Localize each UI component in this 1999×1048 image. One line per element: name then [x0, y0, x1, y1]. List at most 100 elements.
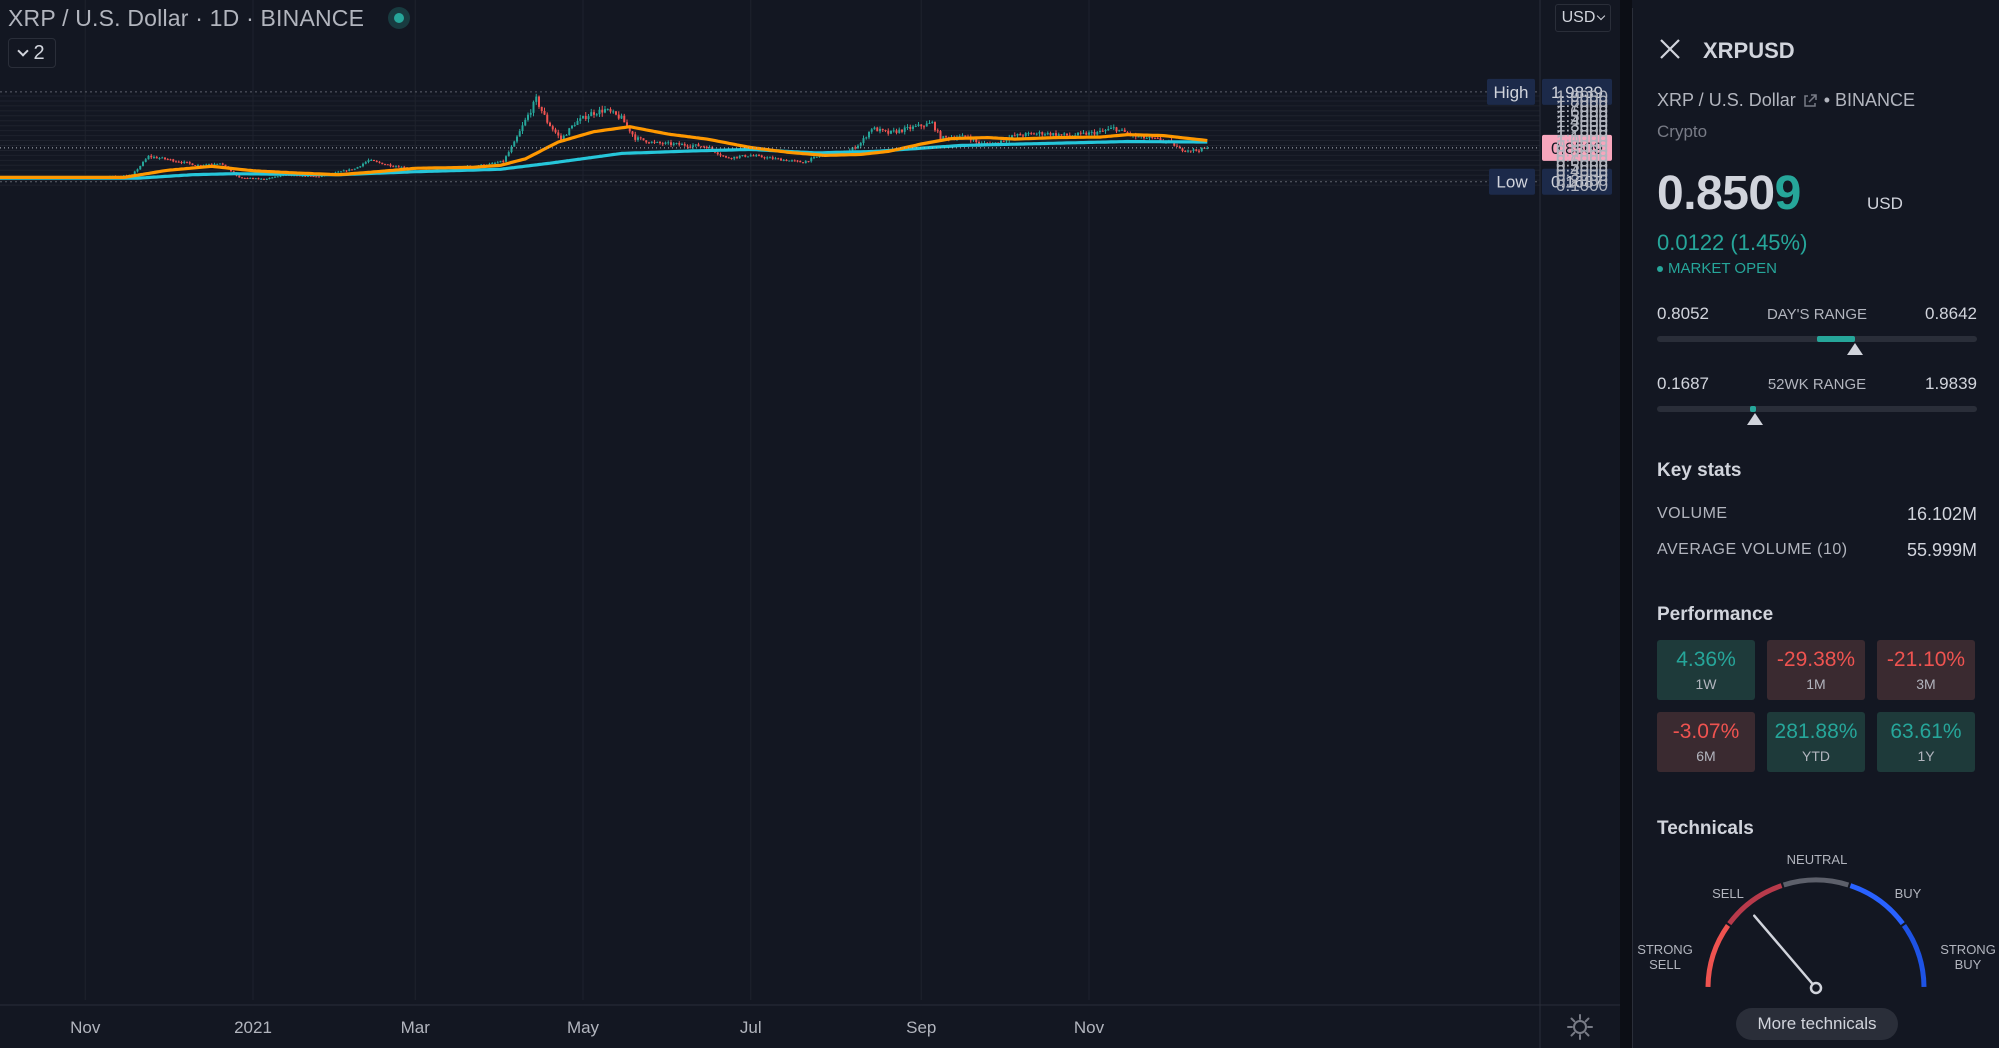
candle-body: [700, 146, 703, 148]
candle-body: [590, 112, 593, 117]
candle-body: [359, 166, 362, 168]
candle-body: [1052, 133, 1055, 136]
perf-cell-1m[interactable]: -29.38% 1M: [1767, 640, 1865, 700]
candle-body: [342, 170, 345, 172]
candle-body: [1137, 136, 1140, 138]
candle-body: [777, 158, 780, 160]
candle-body: [785, 159, 788, 161]
candle-body: [675, 143, 678, 145]
candle-body: [312, 176, 315, 178]
candle-body: [744, 155, 747, 157]
candle-body: [1121, 129, 1123, 131]
symbol-description: XRP / U.S. Dollar • BINANCE: [1657, 90, 1915, 111]
gauge-segment: [1782, 877, 1850, 888]
indicators-toggle-button[interactable]: 2: [8, 38, 56, 68]
candle-body: [1151, 136, 1154, 138]
candle-body: [694, 144, 697, 146]
candle-body: [279, 175, 282, 177]
candle-body: [609, 109, 612, 112]
candle-body: [579, 118, 582, 121]
candle-body: [686, 145, 689, 147]
perf-cell-3m[interactable]: -21.10% 3M: [1877, 640, 1975, 700]
candle-body: [681, 144, 683, 146]
candle-body: [664, 142, 667, 144]
candle-body: [697, 144, 700, 147]
candle-body: [521, 125, 524, 132]
candle-body: [1104, 130, 1107, 132]
x-tick-label: Nov: [1074, 1018, 1105, 1037]
perf-label: 1Y: [1917, 748, 1935, 764]
key-stats-title: Key stats: [1657, 460, 1742, 481]
candle-body: [271, 177, 274, 179]
symbol-type: Crypto: [1657, 122, 1708, 141]
y-tick-label: 1.8000: [1556, 92, 1608, 111]
candle-body: [480, 164, 483, 166]
y-tick-label: 1.2000: [1556, 122, 1608, 141]
candle-body: [1195, 149, 1198, 151]
candle-body: [238, 175, 241, 178]
gauge-segment: [1901, 923, 1927, 987]
low-label: Low: [1496, 173, 1528, 192]
candle-body: [571, 125, 573, 129]
gear-icon[interactable]: [1565, 1012, 1595, 1042]
candle-body: [865, 137, 868, 139]
gauge-label-buy: BUY: [1894, 886, 1922, 901]
perf-cell-ytd[interactable]: 281.88% YTD: [1767, 712, 1865, 772]
perf-cell-6m[interactable]: -3.07% 6M: [1657, 712, 1755, 772]
more-technicals-button[interactable]: More technicals: [1736, 1008, 1898, 1040]
candle-body: [1002, 140, 1005, 142]
perf-cell-1w[interactable]: 4.36% 1W: [1657, 640, 1755, 700]
candle-body: [180, 162, 183, 164]
candle-body: [736, 156, 738, 158]
candle-body: [868, 131, 870, 138]
candle-body: [507, 152, 510, 157]
candle-body: [901, 129, 903, 132]
candle-body: [1176, 145, 1178, 147]
chart-pane[interactable]: High 1.9839 Low 0.1687 0.8509 1.9000 1.8000 1.…: [0, 0, 1620, 1048]
candle-body: [884, 130, 887, 132]
candle-body: [1189, 150, 1192, 152]
y-tick-label: 0.8000: [1556, 141, 1608, 160]
days-range-low: 0.8052: [1657, 304, 1709, 323]
stat-value: 16.102M: [1906, 504, 1977, 524]
panel-divider[interactable]: [1620, 0, 1632, 1048]
perf-cell-1y[interactable]: 63.61% 1Y: [1877, 712, 1975, 772]
candle-body: [1200, 147, 1203, 152]
candle-body: [161, 157, 164, 159]
candle-body: [906, 126, 909, 128]
wk52-range-fill: [1749, 406, 1757, 412]
currency-select[interactable]: USD: [1555, 4, 1611, 32]
candle-body: [177, 161, 180, 163]
close-icon[interactable]: [1657, 36, 1683, 62]
stat-label: VOLUME: [1657, 505, 1728, 522]
candle-body: [301, 175, 304, 177]
candle-body: [601, 109, 604, 113]
last-price-value: 0.8509: [1551, 139, 1603, 158]
candle-body: [615, 111, 617, 115]
candle-body: [1038, 132, 1041, 134]
candle-body: [183, 161, 186, 163]
y-tick-label: 0.6000: [1556, 151, 1608, 170]
candle-body: [249, 177, 252, 179]
perf-label: 1W: [1695, 676, 1717, 692]
external-link-icon[interactable]: [1802, 93, 1818, 109]
candle-body: [810, 158, 813, 162]
candle-body: [890, 130, 892, 134]
candle-body: [381, 162, 384, 165]
last-price-badge: [1542, 134, 1612, 161]
candle-body: [631, 131, 634, 135]
performance-grid: 4.36% 1W -29.38% 1M -21.10% 3M -3.07% 6M 281…: [1657, 640, 1977, 772]
candle-body: [172, 159, 175, 162]
performance-title: Performance: [1657, 604, 1774, 625]
candle-body: [719, 154, 722, 156]
stat-row-volume: VOLUME 16.102M: [1657, 504, 1977, 524]
candle-body: [142, 161, 144, 166]
candle-body: [716, 152, 719, 155]
candle-body: [661, 143, 664, 145]
candle-body: [769, 157, 771, 159]
candle-body: [543, 110, 546, 115]
chevron-down-icon: [1597, 11, 1606, 21]
candle-body: [546, 114, 549, 123]
days-range-high: 0.8642: [1925, 304, 1977, 323]
